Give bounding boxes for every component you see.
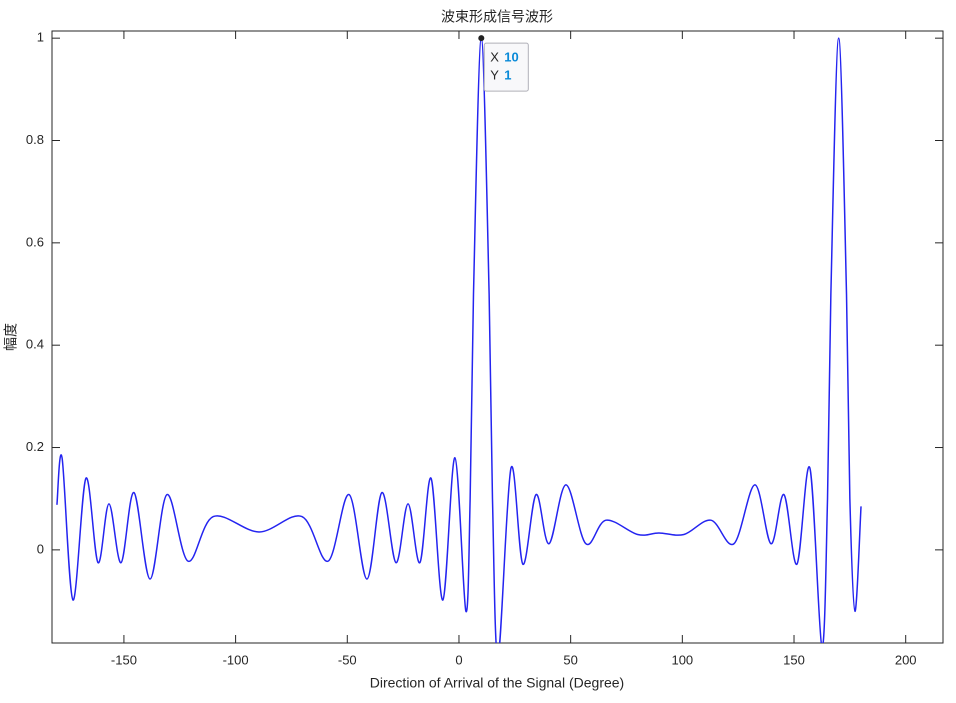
x-tick-label: 50 <box>563 652 577 667</box>
datatip-x-name: X <box>490 50 499 65</box>
datatip-box <box>483 42 529 92</box>
line-series <box>56 37 862 643</box>
y-tick-label: 0.8 <box>26 132 44 147</box>
y-tick-label: 0 <box>37 541 44 556</box>
y-tick-label: 1 <box>37 30 44 45</box>
chart-title: 波束形成信号波形 <box>441 9 553 25</box>
y-tick-label: 0.4 <box>26 337 44 352</box>
x-tick-label: -100 <box>223 652 249 667</box>
plot-area <box>51 30 944 644</box>
x-tick-label: 200 <box>895 652 917 667</box>
datatip-x-value: 10 <box>504 50 518 65</box>
x-tick-label: 0 <box>455 652 462 667</box>
x-tick-label: -150 <box>111 652 137 667</box>
y-tick-label: 0.6 <box>26 234 44 249</box>
datatip-marker <box>478 35 485 42</box>
x-tick-label: 150 <box>783 652 805 667</box>
datatip-y-name: Y <box>490 68 499 83</box>
datatip-y-value: 1 <box>504 68 511 83</box>
x-tick-label: -50 <box>338 652 357 667</box>
y-axis-label: 幅度 <box>3 323 19 351</box>
y-tick-label: 0.2 <box>26 439 44 454</box>
x-axis-label: Direction of Arrival of the Signal (Degr… <box>370 675 624 691</box>
x-tick-label: 100 <box>671 652 693 667</box>
